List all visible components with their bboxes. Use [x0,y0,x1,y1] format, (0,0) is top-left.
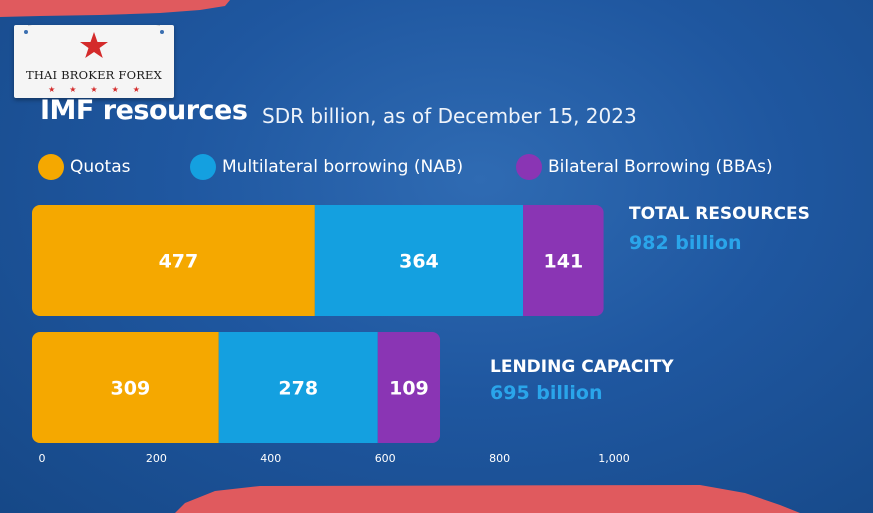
lending-capacity-value: 695 billion [490,382,603,404]
x-tick-label: 600 [375,452,396,465]
data-label-total-resources-quotas: 477 [159,251,199,273]
star-icon [80,32,108,58]
page-subtitle: SDR billion, as of December 15, 2023 [262,104,637,128]
x-tick-label: 0 [39,452,46,465]
legend-label-nab: Multilateral borrowing (NAB) [222,157,464,177]
bar-lending-capacity-quotas [32,332,219,443]
brand-name: THAI BROKER FOREX [25,68,163,82]
bar-total-resources-bbas [523,205,604,316]
legend-item-bbas: Bilateral Borrowing (BBAs) [516,154,773,180]
brand-logo: THAI BROKER FOREX ★★★★★ [14,25,174,98]
x-tick-label: 200 [146,452,167,465]
bar-lending-capacity-bbas [377,332,441,443]
lending-capacity-title: LENDING CAPACITY [490,357,674,377]
bar-total-resources-nab [314,205,524,316]
logo-artwork [24,25,164,58]
brand-stars-decoration: ★★★★★ [48,85,154,94]
legend-label-quotas: Quotas [70,157,131,177]
legend-swatch-bbas [516,154,542,180]
legend-label-bbas: Bilateral Borrowing (BBAs) [548,157,773,177]
data-label-lending-capacity-quotas: 309 [111,378,151,400]
data-label-lending-capacity-nab: 278 [278,378,318,400]
total-resources-title: TOTAL RESOURCES [629,204,810,224]
torn-paper-top-decoration [0,0,230,17]
legend-item-nab: Multilateral borrowing (NAB) [190,154,463,180]
legend-swatch-nab [190,154,216,180]
page-title: IMF resources [40,95,248,126]
bar-lending-capacity-nab [218,332,378,443]
legend-swatch-quotas [38,154,64,180]
x-tick-label: 800 [489,452,510,465]
torn-paper-bottom-decoration [175,485,800,513]
legend-item-quotas: Quotas [38,154,131,180]
bar-total-resources-quotas [32,205,315,316]
bar-row-total-resources [32,205,604,316]
x-tick-label: 400 [260,452,281,465]
data-label-lending-capacity-bbas: 109 [389,378,429,400]
x-tick-label: 1,000 [598,452,630,465]
data-label-total-resources-bbas: 141 [544,251,584,273]
data-label-total-resources-nab: 364 [399,251,439,273]
total-resources-value: 982 billion [629,232,742,254]
bar-row-lending-capacity [32,332,441,443]
